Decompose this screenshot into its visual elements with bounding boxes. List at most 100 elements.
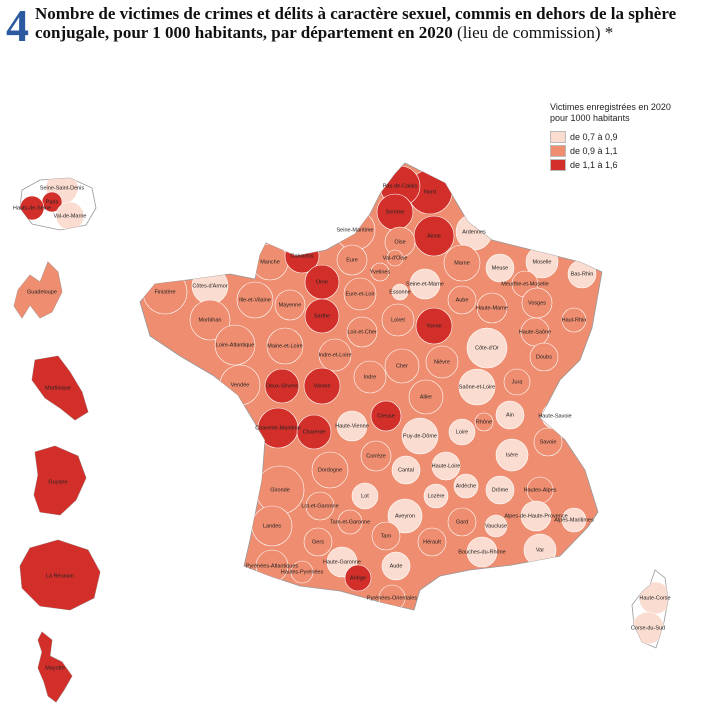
department-area — [520, 500, 552, 532]
department-area — [495, 438, 529, 472]
department-label: Tarn — [381, 533, 392, 539]
department-label: Paris — [46, 199, 59, 205]
department-area — [447, 507, 477, 537]
department-label: Alpes-Maritimes — [554, 517, 594, 523]
department-label: Lot-et-Garonne — [301, 503, 338, 509]
legend-item: de 0,9 à 1,1 — [550, 144, 690, 158]
department-label: Vendée — [231, 382, 250, 388]
legend-title: Victimes enregistrées en 2020 pour 1000 … — [550, 102, 671, 123]
department-area — [484, 514, 508, 538]
department-label: Martinique — [45, 385, 71, 391]
department-label: Guadeloupe — [27, 289, 57, 295]
department-area — [351, 482, 379, 510]
department-area — [236, 281, 274, 319]
region — [142, 165, 597, 610]
department-label: Haute-Saône — [519, 329, 551, 335]
department-area — [453, 473, 479, 499]
department-area — [305, 491, 335, 521]
department-label: Nièvre — [434, 359, 450, 365]
region — [632, 581, 668, 645]
department-label: Calvados — [291, 253, 314, 259]
department-label: Oise — [394, 239, 405, 245]
department-area — [266, 327, 304, 365]
legend-swatch — [550, 159, 566, 171]
department-label: Loire — [456, 429, 468, 435]
department-area — [303, 527, 333, 557]
department-area — [458, 368, 496, 406]
department-label: Tarn-et-Garonne — [330, 519, 370, 525]
legend-swatch — [550, 145, 566, 157]
legend-item: de 0,7 à 0,9 — [550, 130, 690, 144]
department-label: Ariège — [350, 575, 366, 581]
department-label: Moselle — [533, 259, 552, 265]
department-label: Loire-Atlantique — [216, 342, 255, 348]
department-label: Landes — [263, 523, 281, 529]
department-label: Eure-et-Loir — [345, 291, 374, 297]
department-area — [343, 277, 377, 311]
department-label: Hérault — [423, 539, 441, 545]
department-area — [346, 316, 378, 348]
department-label: Var — [536, 547, 544, 553]
department-area — [466, 327, 508, 369]
department-label: Corrèze — [366, 453, 386, 459]
department-label: Saône-et-Loire — [459, 384, 495, 390]
department-label: Isère — [506, 452, 518, 458]
department-area — [391, 283, 409, 301]
department-label: Gers — [312, 539, 324, 545]
department-label: Mayenne — [279, 302, 302, 308]
department-area — [503, 368, 531, 396]
department-label: La Réunion — [46, 573, 74, 579]
department-label: Manche — [260, 259, 280, 265]
department-label: Haute-Savoie — [538, 413, 571, 419]
department-label: Meuse — [492, 265, 509, 271]
department-label: Aisne — [427, 233, 441, 239]
legend-label: de 0,9 à 1,1 — [570, 146, 618, 156]
department-label: Orne — [316, 279, 328, 285]
department-area — [370, 400, 402, 432]
department-area — [20, 540, 100, 610]
department-label: Dordogne — [318, 467, 342, 473]
department-label: Finistère — [154, 289, 175, 295]
department-area — [415, 307, 453, 345]
department-label: Mayotte — [45, 665, 65, 671]
department-label: Loir-et-Cher — [347, 329, 377, 335]
department-area — [408, 379, 444, 415]
department-label: Creuse — [377, 413, 395, 419]
department-area — [381, 303, 415, 337]
department-label: Marne — [454, 260, 470, 266]
figure-number: 4 — [6, 0, 29, 51]
department-label: Guyane — [48, 479, 67, 485]
department-label: Haute-Garonne — [323, 559, 361, 565]
department-label: Pas-de-Calais — [383, 183, 418, 189]
department-label: Pyrénées-Orientales — [367, 595, 417, 601]
department-area — [529, 342, 559, 372]
department-area — [337, 509, 363, 535]
department-label: Yvelines — [370, 269, 391, 275]
department-label: Alpes-de-Haute-Provence — [504, 513, 567, 519]
department-label: Seine-et-Marne — [406, 281, 444, 287]
department-label: Hauts-de-Seine — [13, 205, 51, 211]
department-area — [561, 507, 587, 533]
department-label: Doubs — [536, 354, 552, 360]
department-area — [370, 262, 390, 282]
department-label: Côtes-d'Armor — [192, 283, 227, 289]
department-area — [264, 368, 300, 404]
department-label: Lot — [361, 493, 369, 499]
department-label: Indre-et-Loire — [318, 352, 351, 358]
department-area — [214, 324, 256, 366]
department-area — [371, 521, 401, 551]
department-area — [391, 455, 421, 485]
department-label: Vaucluse — [485, 523, 507, 529]
department-label: Val-de-Marne — [54, 213, 87, 219]
department-label: Côte-d'Or — [475, 345, 499, 351]
department-label: Gironde — [270, 487, 290, 493]
department-area — [336, 410, 368, 442]
legend-label: de 0,7 à 0,9 — [570, 132, 618, 142]
department-area — [20, 195, 45, 221]
department-label: Haute-Marne — [476, 305, 508, 311]
department-area — [561, 307, 587, 333]
department-area — [304, 298, 340, 334]
department-area — [485, 253, 515, 283]
department-area — [485, 475, 515, 505]
department-label: Bas-Rhin — [571, 271, 594, 277]
